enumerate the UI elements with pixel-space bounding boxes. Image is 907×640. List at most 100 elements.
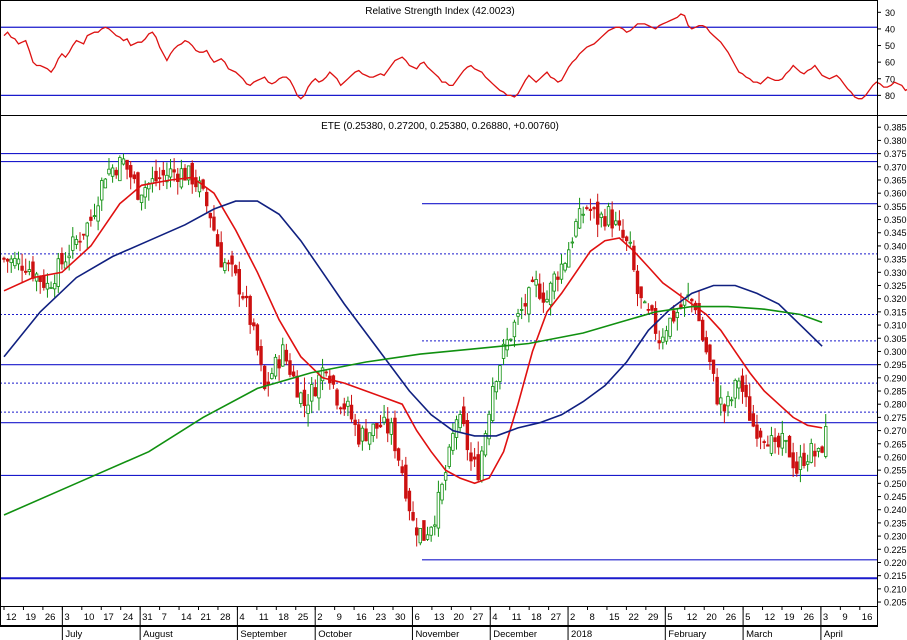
candle [132,171,137,184]
month-label: 2018 [571,629,592,640]
price-tick-label: 0.280 [884,400,907,410]
candle [313,379,318,397]
candle [787,434,792,458]
candle [291,365,296,378]
candle [744,374,748,407]
date-tick-label: 16 [356,612,367,623]
candle [624,235,629,252]
month-label: August [143,629,173,640]
price-panel [0,153,877,580]
candle [121,153,126,166]
candle [281,337,285,367]
candle [516,308,520,325]
month-label: March [746,629,772,640]
candle [483,430,488,458]
candle [632,240,636,273]
candle [393,410,397,459]
candle [273,354,278,380]
candle [241,292,245,301]
price-tick-label: 0.245 [884,492,907,502]
candle [563,261,567,273]
month-label: February [668,629,706,640]
date-tick-label: 31 [142,612,153,623]
candle [208,212,213,228]
candle [805,454,810,472]
candle [2,256,6,263]
candle [722,403,727,424]
candle [780,420,784,456]
price-tick-label: 0.305 [884,334,907,344]
price-tick-label: 0.285 [884,387,907,397]
date-tick-label: 21 [201,612,212,623]
date-tick-label: 25 [298,612,309,623]
candle [342,397,346,416]
candle [335,387,339,410]
candle [697,290,701,322]
candle [824,414,828,459]
candle [599,211,603,228]
candle [704,330,708,355]
rsi-title: Relative Strength Index (42.0023) [365,6,515,17]
candle [270,367,274,380]
candle [773,428,777,454]
candle [252,318,256,331]
candle [798,444,803,483]
candle [646,303,651,314]
price-tick-label: 0.315 [884,307,907,317]
price-tick-label: 0.275 [884,413,907,423]
candle [338,406,343,415]
candle [534,270,538,298]
candle [628,231,632,248]
candle [581,206,585,224]
month-label: November [415,629,459,640]
candle [559,254,564,284]
price-tick-label: 0.325 [884,281,907,291]
date-tick-label: 9 [842,612,847,623]
candle [809,438,813,464]
candle [766,435,770,447]
candle [27,260,32,276]
candle [556,271,560,292]
candle [758,427,763,450]
candle [733,378,737,409]
candle [519,297,524,320]
price-tick-label: 0.300 [884,347,907,357]
candle [610,201,614,238]
candle [233,264,238,276]
candle [538,273,542,301]
price-tick-label: 0.295 [884,360,907,370]
date-tick-label: 6 [414,612,419,623]
rsi-panel: 80 70 60 50 40 30 [0,8,907,101]
candle [407,487,412,521]
price-tick-label: 0.265 [884,439,907,449]
candle [635,264,640,307]
candle [545,290,549,304]
candle [226,259,231,272]
candle [375,422,379,439]
candle [672,305,676,324]
candle [215,229,220,247]
month-label: July [65,629,82,640]
candle [85,221,89,250]
month-label: October [318,629,352,640]
candle [715,368,719,406]
candle [440,482,444,505]
candle [306,393,310,427]
candle [107,158,111,176]
date-tick-label: 5 [745,612,750,623]
candle [110,164,115,183]
date-tick-label: 18 [278,612,289,623]
price-tick-label: 0.385 [884,123,907,133]
candle [244,285,249,308]
date-tick-label: 26 [45,612,56,623]
candle [9,255,13,273]
price-title: ETE (0.25380, 0.27200, 0.25380, 0.26880,… [321,121,559,132]
candle [172,158,176,182]
candle [603,208,607,231]
candle [708,343,712,370]
candle [472,447,477,467]
candle [96,196,100,231]
candle [418,528,422,546]
